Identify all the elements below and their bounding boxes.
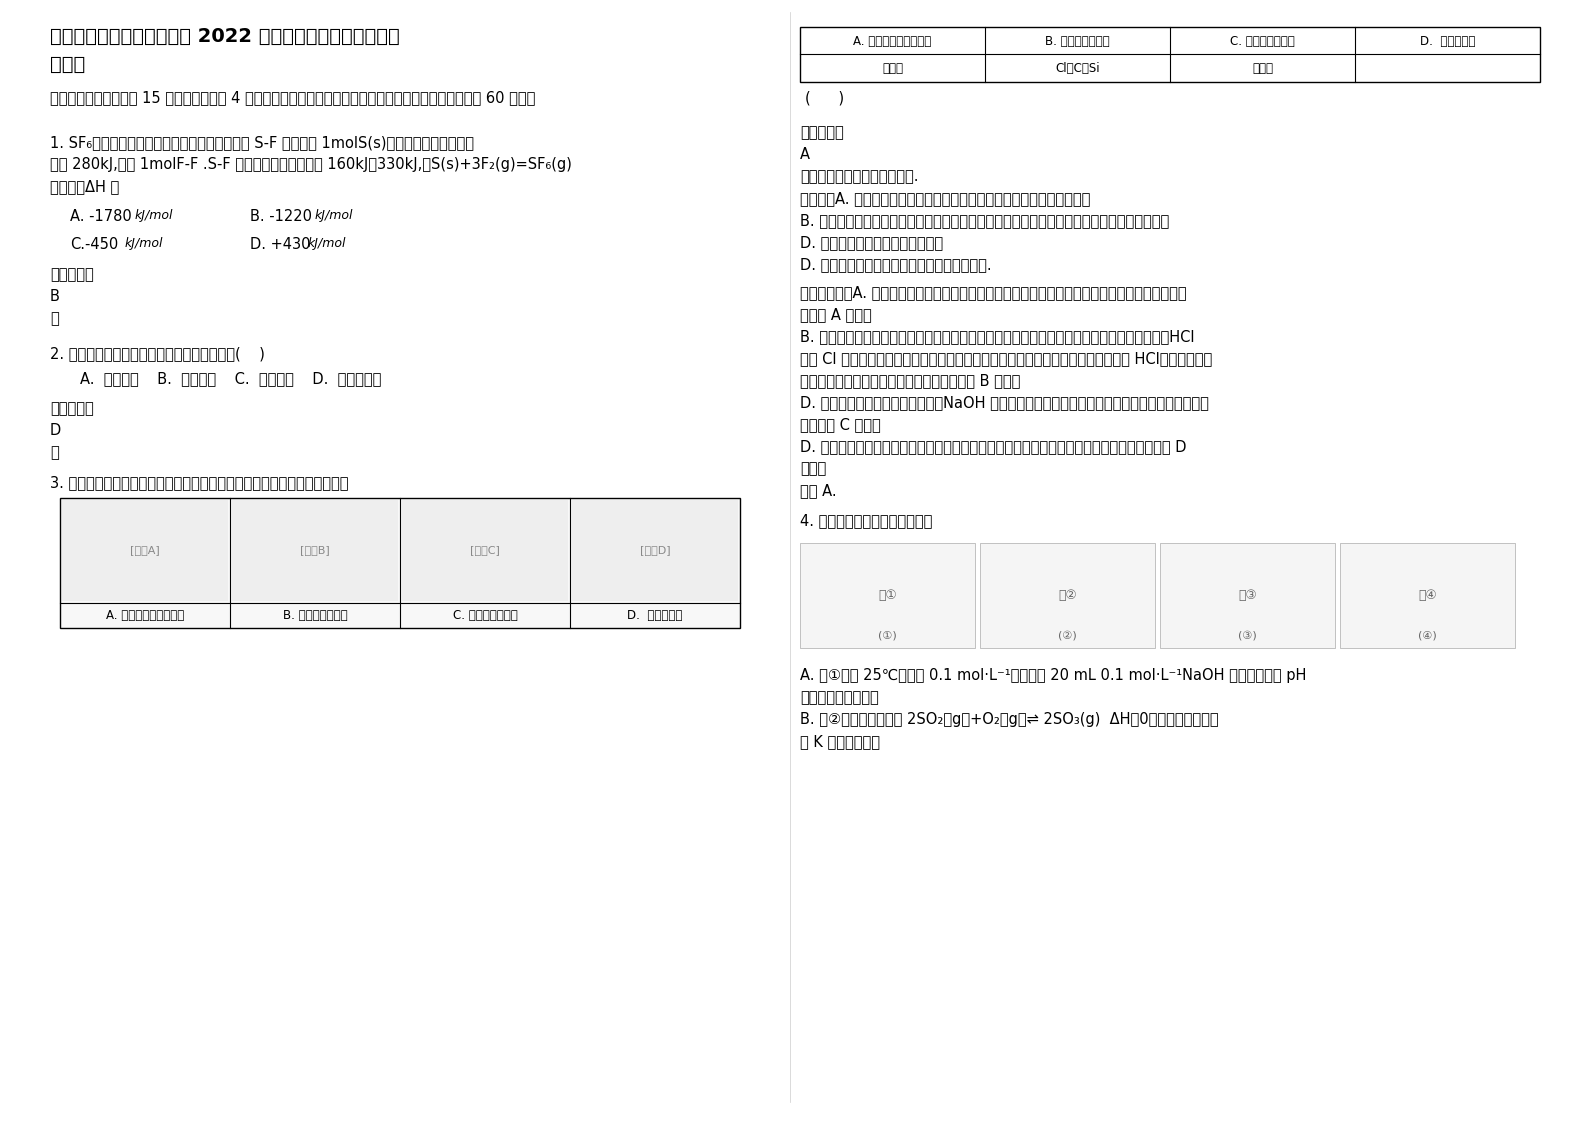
Text: 浙江省丽水市龙泉城北中学 2022 年高三化学上学期期末试题: 浙江省丽水市龙泉城北中学 2022 年高三化学上学期期末试题 (51, 27, 400, 46)
Text: D. 碱液只能盛放在碱式滴定管中，NaOH 能和玻璃中二氧化硅反应生成粘性物质硅酸钠导致活塞打: D. 碱液只能盛放在碱式滴定管中，NaOH 能和玻璃中二氧化硅反应生成粘性物质硅… (800, 395, 1209, 410)
Text: 的反应热ΔH 为: 的反应热ΔH 为 (51, 180, 119, 194)
Bar (1160, 543, 1335, 649)
Text: B. 元素的非金属性越强，其最高价氧化物的水化物酸性越强，强酸能和弱酸盐反应生成弱酸，HCl: B. 元素的非金属性越强，其最高价氧化物的水化物酸性越强，强酸能和弱酸盐反应生成… (800, 329, 1195, 344)
Text: A: A (800, 147, 809, 162)
Text: 一、单选题（本大题共 15 个小题，每小题 4 分。在每小题给出的四个选项中，只有一项符合题目要求，共 60 分。）: 一、单选题（本大题共 15 个小题，每小题 4 分。在每小题给出的四个选项中，只… (51, 90, 535, 105)
Bar (800, 27, 1539, 82)
Text: 数 K 随温度的变化: 数 K 随温度的变化 (800, 734, 881, 749)
Text: 参考答案：: 参考答案： (800, 125, 844, 140)
Text: 参考答案：: 参考答案： (51, 401, 94, 416)
Text: (④): (④) (1419, 629, 1436, 640)
Text: Cl、C、Si: Cl、C、Si (1055, 62, 1100, 74)
Text: A. 测量锌与稀硫酸反应: A. 测量锌与稀硫酸反应 (106, 609, 184, 622)
Text: B. 证明非金属性：: B. 证明非金属性： (1046, 35, 1109, 47)
Text: 略: 略 (51, 445, 59, 460)
Text: (      ): ( ) (805, 90, 844, 105)
Text: 随加入酸体积的变化: 随加入酸体积的变化 (800, 690, 879, 705)
Text: C.-450: C.-450 (70, 237, 119, 252)
Bar (1339, 543, 1516, 649)
Text: A. -1780: A. -1780 (70, 209, 132, 224)
Bar (981, 543, 1155, 649)
Text: [装置C]: [装置C] (470, 545, 500, 555)
Text: D. +430: D. +430 (251, 237, 311, 252)
Text: B. 元素的非金属性越强，其最高价氧化物的水化物酸性越强，强酸能和弱酸盐反应生成弱酸；: B. 元素的非金属性越强，其最高价氧化物的水化物酸性越强，强酸能和弱酸盐反应生成… (800, 213, 1170, 228)
Text: kJ/mol: kJ/mol (314, 209, 354, 222)
Text: D.  测定中和热: D. 测定中和热 (627, 609, 682, 622)
Text: 的速率: 的速率 (882, 62, 903, 74)
Text: 不是 Cl 元素的最高价氧化物的水化物，且盐酸具有挥发性，生成的二氧化碳中含有 HCl，干扰二氧化: 不是 Cl 元素的最高价氧化物的水化物，且盐酸具有挥发性，生成的二氧化碳中含有 … (800, 351, 1212, 366)
Text: 含解析: 含解析 (51, 55, 86, 74)
Text: 【考点】化学实验方案的评价.: 【考点】化学实验方案的评价. (800, 169, 919, 184)
Text: B. 图②中曲线表示反应 2SO₂（g）+O₂（g）⇌ 2SO₃(g)  ΔH＜0、逆反应的平衡常: B. 图②中曲线表示反应 2SO₂（g）+O₂（g）⇌ 2SO₃(g) ΔH＜0… (800, 712, 1219, 727)
Bar (800, 543, 974, 649)
Text: D. 中和热测定中需要用环形玻璃棒搅拌混合液，否则混合溶液温度不均匀，导测定不准确，故 D: D. 中和热测定中需要用环形玻璃棒搅拌混合液，否则混合溶液温度不均匀，导测定不准… (800, 439, 1187, 454)
Text: D.  测定中和热: D. 测定中和热 (1420, 35, 1476, 47)
Text: A. 图①表示 25℃时，用 0.1 mol·L⁻¹盐酸滴定 20 mL 0.1 mol·L⁻¹NaOH 溶液，溶液的 pH: A. 图①表示 25℃时，用 0.1 mol·L⁻¹盐酸滴定 20 mL 0.1… (800, 668, 1306, 683)
Bar (62, 500, 229, 601)
Bar (232, 500, 398, 601)
Text: (②): (②) (1059, 629, 1078, 640)
Text: [装置B]: [装置B] (300, 545, 330, 555)
Text: kJ/mol: kJ/mol (135, 209, 173, 222)
Text: A. 测量锌与稀硫酸反应: A. 测量锌与稀硫酸反应 (854, 35, 932, 47)
Text: B: B (51, 289, 60, 304)
Text: D. 中和热测定中需要用环形玻璃棒搅拌混合液.: D. 中和热测定中需要用环形玻璃棒搅拌混合液. (800, 257, 992, 272)
Bar (402, 500, 568, 601)
Text: [装置A]: [装置A] (130, 545, 160, 555)
Text: 参考答案：: 参考答案： (51, 267, 94, 282)
Text: 【解答】解：A. 通过测定一定时间内收集气体多少测量锌与稀硫酸反应速率，需要秒表、针筒等仪: 【解答】解：A. 通过测定一定时间内收集气体多少测量锌与稀硫酸反应速率，需要秒表… (800, 285, 1187, 300)
Text: 4. 下列各表述与示意图一致的是: 4. 下列各表述与示意图一致的是 (800, 513, 933, 528)
Text: 略: 略 (51, 311, 59, 327)
Bar (60, 498, 740, 628)
Text: 不开，故 C 错误；: 不开，故 C 错误； (800, 417, 881, 432)
Text: [装置D]: [装置D] (640, 545, 670, 555)
Text: B. -1220: B. -1220 (251, 209, 313, 224)
Text: D. 碱液只能盛放在碱式滴定管中；: D. 碱液只能盛放在碱式滴定管中； (800, 234, 943, 250)
Text: D: D (51, 423, 62, 438)
Text: 【分析】A. 通过测定一定时间内收集气体多少测量锌与稀硫酸反应速率；: 【分析】A. 通过测定一定时间内收集气体多少测量锌与稀硫酸反应速率； (800, 191, 1090, 206)
Text: C. 进行酸碱中和滴: C. 进行酸碱中和滴 (1230, 35, 1295, 47)
Text: 故选 A.: 故选 A. (800, 482, 836, 498)
Text: 2. 下列反应中，一定不属于氧化还原反应的是(    ): 2. 下列反应中，一定不属于氧化还原反应的是( ) (51, 346, 265, 361)
Bar (571, 500, 738, 601)
Text: kJ/mol: kJ/mol (308, 237, 346, 250)
Text: 3. 实验是研究化学的基础，下列图中所示的实验方法、装置或操作正确的是: 3. 实验是研究化学的基础，下列图中所示的实验方法、装置或操作正确的是 (51, 475, 349, 490)
Text: 1. SF₆是一种优良的绝缘气体，分子结构中存在 S-F 键。已知 1molS(s)转化为气态硫原子吸收: 1. SF₆是一种优良的绝缘气体，分子结构中存在 S-F 键。已知 1molS(… (51, 135, 475, 150)
Text: 定实验: 定实验 (1252, 62, 1273, 74)
Text: (③): (③) (1238, 629, 1257, 640)
Text: 碳的检验，该实验不能判断非金属性强弱，故 B 错误；: 碳的检验，该实验不能判断非金属性强弱，故 B 错误； (800, 373, 1020, 388)
Text: C. 进行酸碱中和滴: C. 进行酸碱中和滴 (452, 609, 517, 622)
Text: A.  化合反应    B.  分解反应    C.  置换反应    D.  复分解反应: A. 化合反应 B. 分解反应 C. 置换反应 D. 复分解反应 (79, 371, 381, 386)
Text: 错误：: 错误： (800, 461, 827, 476)
Text: 图①: 图① (878, 589, 897, 603)
Text: (①): (①) (878, 629, 897, 640)
Text: kJ/mol: kJ/mol (125, 237, 163, 250)
Text: 图③: 图③ (1238, 589, 1257, 603)
Text: 图④: 图④ (1419, 589, 1436, 603)
Text: 能量 280kJ,断裂 1molF-F .S-F 键需吸收的能量分别为 160kJ、330kJ,则S(s)+3F₂(g)=SF₆(g): 能量 280kJ,断裂 1molF-F .S-F 键需吸收的能量分别为 160k… (51, 157, 571, 172)
Text: 图②: 图② (1059, 589, 1078, 603)
Text: 器，故 A 正确；: 器，故 A 正确； (800, 307, 871, 322)
Text: B. 证明非金属性：: B. 证明非金属性： (282, 609, 348, 622)
